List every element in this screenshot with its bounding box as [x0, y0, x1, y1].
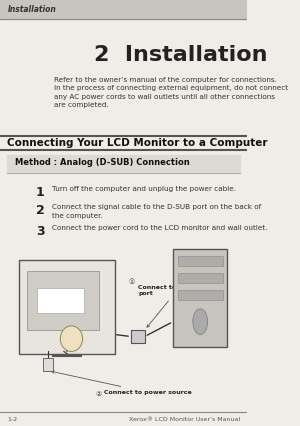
Text: Connect the power cord to the LCD monitor and wall outlet.: Connect the power cord to the LCD monito… [52, 225, 267, 230]
Text: 1: 1 [36, 186, 44, 199]
Circle shape [193, 309, 208, 334]
Text: Installation: Installation [8, 5, 56, 14]
Text: Method : Analog (D-SUB) Connection: Method : Analog (D-SUB) Connection [15, 158, 190, 167]
Text: Connect the signal cable to the D-SUB port on the back of
the computer.: Connect the signal cable to the D-SUB po… [52, 204, 261, 219]
Bar [8, 155, 240, 173]
FancyBboxPatch shape [19, 260, 115, 354]
Text: 2  Installation: 2 Installation [94, 45, 267, 65]
Text: 3: 3 [36, 225, 44, 238]
Bar [43, 358, 53, 371]
Text: Connect to power source: Connect to power source [52, 371, 192, 395]
Text: ①: ① [128, 279, 135, 285]
Text: 2: 2 [36, 204, 44, 218]
Text: Connecting Your LCD Monitor to a Computer: Connecting Your LCD Monitor to a Compute… [8, 138, 268, 148]
Bar [178, 290, 223, 300]
Bar [37, 288, 84, 313]
Text: Refer to the owner’s manual of the computer for connections.
In the process of c: Refer to the owner’s manual of the compu… [54, 77, 289, 108]
Bar [173, 249, 227, 347]
Bar [131, 330, 145, 343]
Bar [178, 256, 223, 266]
Bar [178, 273, 223, 283]
Text: Connect to the D-SUB
port: Connect to the D-SUB port [138, 285, 215, 327]
Text: Turn off the computer and unplug the power cable.: Turn off the computer and unplug the pow… [52, 186, 236, 192]
Text: 1-2: 1-2 [8, 417, 17, 422]
Text: ②: ② [95, 391, 101, 397]
Ellipse shape [60, 326, 82, 351]
Bar [27, 271, 99, 330]
Text: Xerox® LCD Monitor User’s Manual: Xerox® LCD Monitor User’s Manual [129, 417, 240, 422]
Bar [0, 0, 247, 19]
